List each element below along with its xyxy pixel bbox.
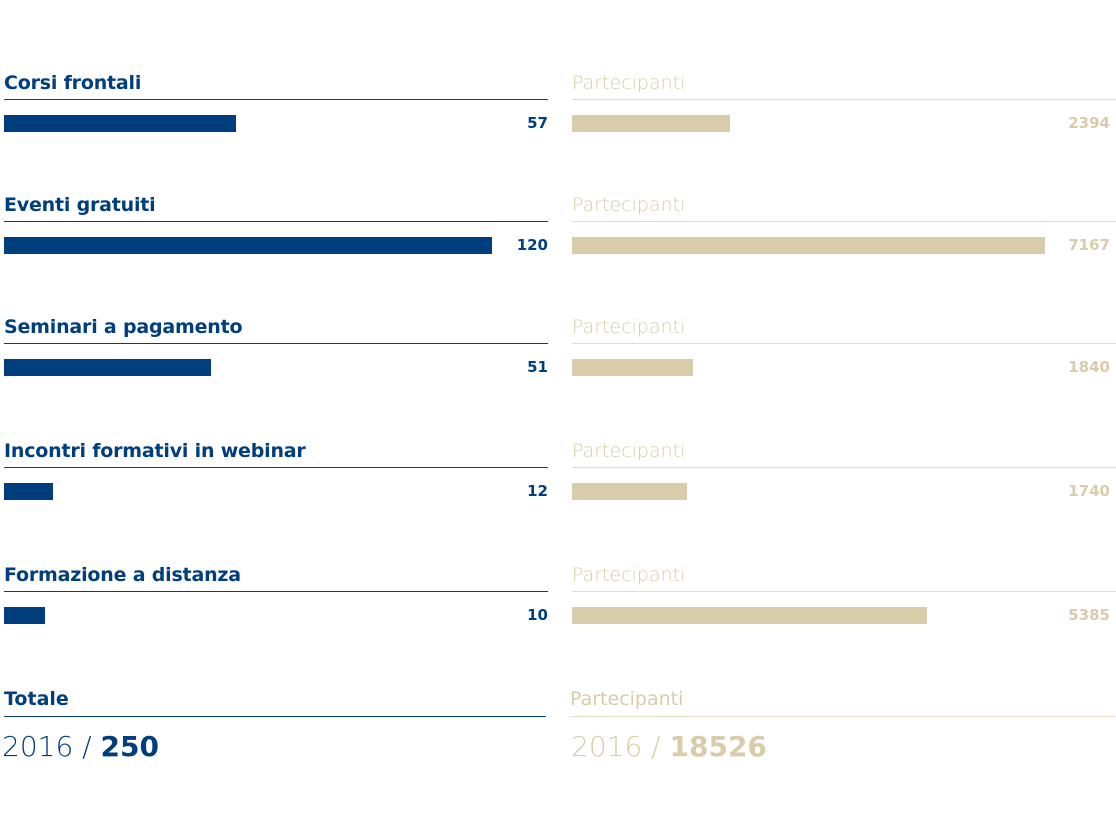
divider [572, 343, 1116, 344]
participants-label: Partecipanti [572, 316, 686, 338]
participants-bar [572, 359, 694, 376]
events-value-label: 57 [527, 114, 548, 132]
participants-label: Partecipanti [572, 440, 686, 462]
events-bar [4, 359, 212, 376]
events-total-value: 250 [100, 730, 159, 763]
divider [4, 343, 548, 344]
events-value-label: 51 [527, 358, 548, 376]
chart-row: Incontri formativi in webinar Partecipan… [0, 440, 1116, 520]
participants-value-label: 1740 [1068, 482, 1110, 500]
events-value-label: 10 [527, 606, 548, 624]
events-value-label: 120 [516, 236, 548, 254]
chart-row: Corsi frontali Partecipanti 57 2394 [0, 72, 1116, 152]
category-label: Eventi gratuiti [4, 194, 156, 216]
divider [4, 591, 548, 592]
events-bar [4, 607, 45, 624]
divider [4, 221, 548, 222]
participants-label: Partecipanti [572, 564, 686, 586]
participants-bar [572, 115, 730, 132]
divider [572, 467, 1116, 468]
year-label: 2016 / [2, 730, 101, 763]
divider [572, 99, 1116, 100]
totals-row: Totale Partecipanti 2016 / 250 2016 / 18… [0, 688, 1116, 778]
participants-value-label: 5385 [1068, 606, 1110, 624]
events-value-label: 12 [527, 482, 548, 500]
participants-total-value: 18526 [669, 730, 767, 763]
divider [4, 467, 548, 468]
divider [572, 221, 1116, 222]
participants-value-label: 2394 [1068, 114, 1110, 132]
participants-label: Partecipanti [572, 194, 686, 216]
category-label: Corsi frontali [4, 72, 142, 94]
category-label: Incontri formativi in webinar [4, 440, 306, 462]
participants-total: 2016 / 18526 [571, 730, 767, 763]
participants-value-label: 1840 [1068, 358, 1110, 376]
participants-bar [572, 483, 687, 500]
events-bar [4, 483, 53, 500]
totals-participants-label: Partecipanti [570, 688, 684, 710]
divider [4, 716, 546, 717]
chart-row: Formazione a distanza Partecipanti 10 53… [0, 564, 1116, 644]
divider [570, 716, 1115, 717]
category-label: Formazione a distanza [4, 564, 241, 586]
totals-label: Totale [4, 688, 69, 710]
events-bar [4, 237, 492, 254]
events-total: 2016 / 250 [2, 730, 159, 763]
chart-row: Eventi gratuiti Partecipanti 120 7167 [0, 194, 1116, 274]
participants-label: Partecipanti [572, 72, 686, 94]
chart-row: Seminari a pagamento Partecipanti 51 184… [0, 316, 1116, 396]
events-bar [4, 115, 236, 132]
divider [572, 591, 1116, 592]
participants-bar [572, 237, 1045, 254]
participants-value-label: 7167 [1068, 236, 1110, 254]
divider [4, 99, 548, 100]
year-label: 2016 / [571, 730, 670, 763]
participants-bar [572, 607, 928, 624]
category-label: Seminari a pagamento [4, 316, 243, 338]
